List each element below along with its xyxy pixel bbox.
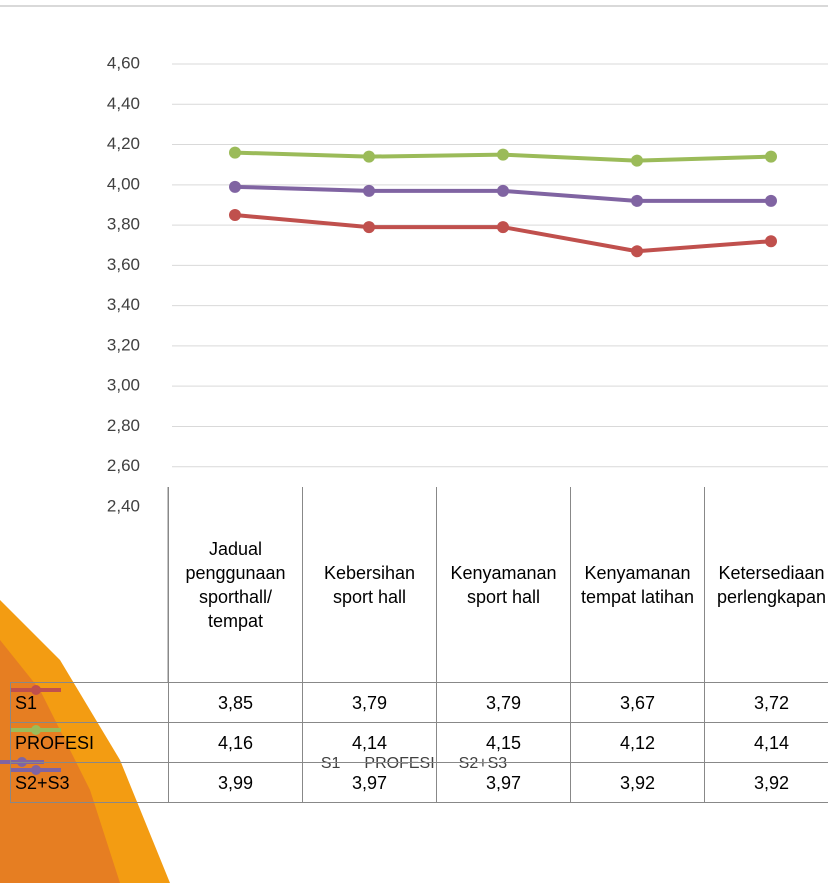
legend-marker: [11, 683, 61, 697]
legend-dot: [31, 725, 41, 735]
point: [765, 235, 777, 247]
category-header: Kenyamanan tempat latihan: [570, 487, 705, 683]
table-value: 3,92: [570, 762, 705, 803]
table-value: 4,16: [168, 722, 303, 763]
table-value: 4,14: [302, 722, 437, 763]
point: [229, 181, 241, 193]
row-header: S1: [10, 682, 169, 723]
table-value: 3,85: [168, 682, 303, 723]
point: [765, 151, 777, 163]
table-value: 3,79: [436, 682, 571, 723]
category-header: Kenyamanan sport hall: [436, 487, 571, 683]
point: [229, 147, 241, 159]
table-value: 3,72: [704, 682, 828, 723]
y-tick-label: 2,80: [107, 416, 140, 435]
legend-marker: [11, 723, 61, 737]
category-header: Ketersediaan perlengkapan: [704, 487, 828, 683]
point: [497, 149, 509, 161]
point: [363, 185, 375, 197]
category-header: Jadual penggunaan sporthall/ tempat: [168, 487, 303, 683]
category-header: Kebersihan sport hall: [302, 487, 437, 683]
point: [363, 221, 375, 233]
legend-marker: [11, 763, 61, 777]
point: [765, 195, 777, 207]
y-tick-label: 3,20: [107, 335, 140, 354]
row-header: S2+S3: [10, 762, 169, 803]
y-tick-label: 3,00: [107, 376, 140, 395]
point: [229, 209, 241, 221]
y-tick-label: 4,40: [107, 94, 140, 113]
y-tick-label: 3,80: [107, 215, 140, 234]
point: [363, 151, 375, 163]
row-header: PROFESI: [10, 722, 169, 763]
table-value: 3,99: [168, 762, 303, 803]
table-value: 3,97: [436, 762, 571, 803]
y-tick-label: 2,60: [107, 456, 140, 475]
point: [631, 195, 643, 207]
table-value: 3,79: [302, 682, 437, 723]
series-line: [235, 215, 771, 251]
table-value: 3,97: [302, 762, 437, 803]
y-tick-label: 4,00: [107, 174, 140, 193]
page: {"chart_data": {"type": "line", "categor…: [0, 0, 828, 883]
y-tick-label: 3,40: [107, 295, 140, 314]
point: [497, 221, 509, 233]
point: [631, 245, 643, 257]
legend-dot: [31, 765, 41, 775]
point: [631, 155, 643, 167]
y-tick-label: 3,60: [107, 255, 140, 274]
table-value: 4,14: [704, 722, 828, 763]
table-value: 3,92: [704, 762, 828, 803]
y-tick-label: 2,40: [107, 496, 140, 515]
table-value: 4,15: [436, 722, 571, 763]
point: [497, 185, 509, 197]
table-value: 3,67: [570, 682, 705, 723]
y-tick-label: 4,20: [107, 134, 140, 153]
legend-dot: [31, 685, 41, 695]
y-tick-label: 4,60: [107, 53, 140, 72]
table-value: 4,12: [570, 722, 705, 763]
